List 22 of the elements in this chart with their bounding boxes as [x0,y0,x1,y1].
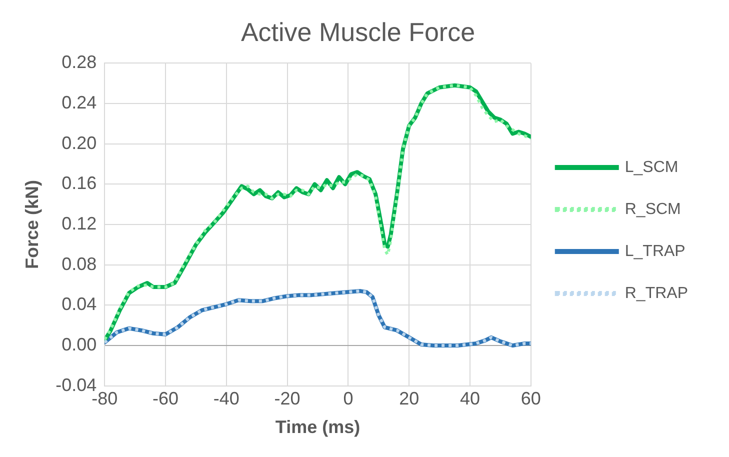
x-tick-label: -40 [213,388,240,409]
legend-label: R_TRAP [624,284,688,302]
x-axis-title: Time (ms) [275,417,360,438]
y-tick-label: 0.20 [62,132,97,153]
y-tick-label: 0.04 [62,294,97,314]
x-tick-label: 60 [520,388,541,409]
legend-label: L_SCM [624,158,678,176]
y-tick-label: 0.24 [62,92,97,112]
y-tick-label: 0.00 [62,334,97,354]
x-tick-label: -60 [152,388,179,409]
y-tick-label: 0.16 [62,173,97,194]
y-tick-label: 0.28 [62,52,97,72]
chart-title: Active Muscle Force [240,16,476,47]
legend-label: R_SCM [624,200,681,218]
y-tick-label: 0.08 [62,254,97,274]
x-tick-label: 40 [460,388,480,409]
x-tick-label: 20 [399,388,420,409]
x-tick-label: -20 [274,388,300,409]
y-tick-label: 0.12 [62,213,97,234]
y-axis-title: Force (kN) [22,180,42,270]
legend-label: L_TRAP [624,242,686,260]
x-tick-label: 0 [343,388,354,409]
